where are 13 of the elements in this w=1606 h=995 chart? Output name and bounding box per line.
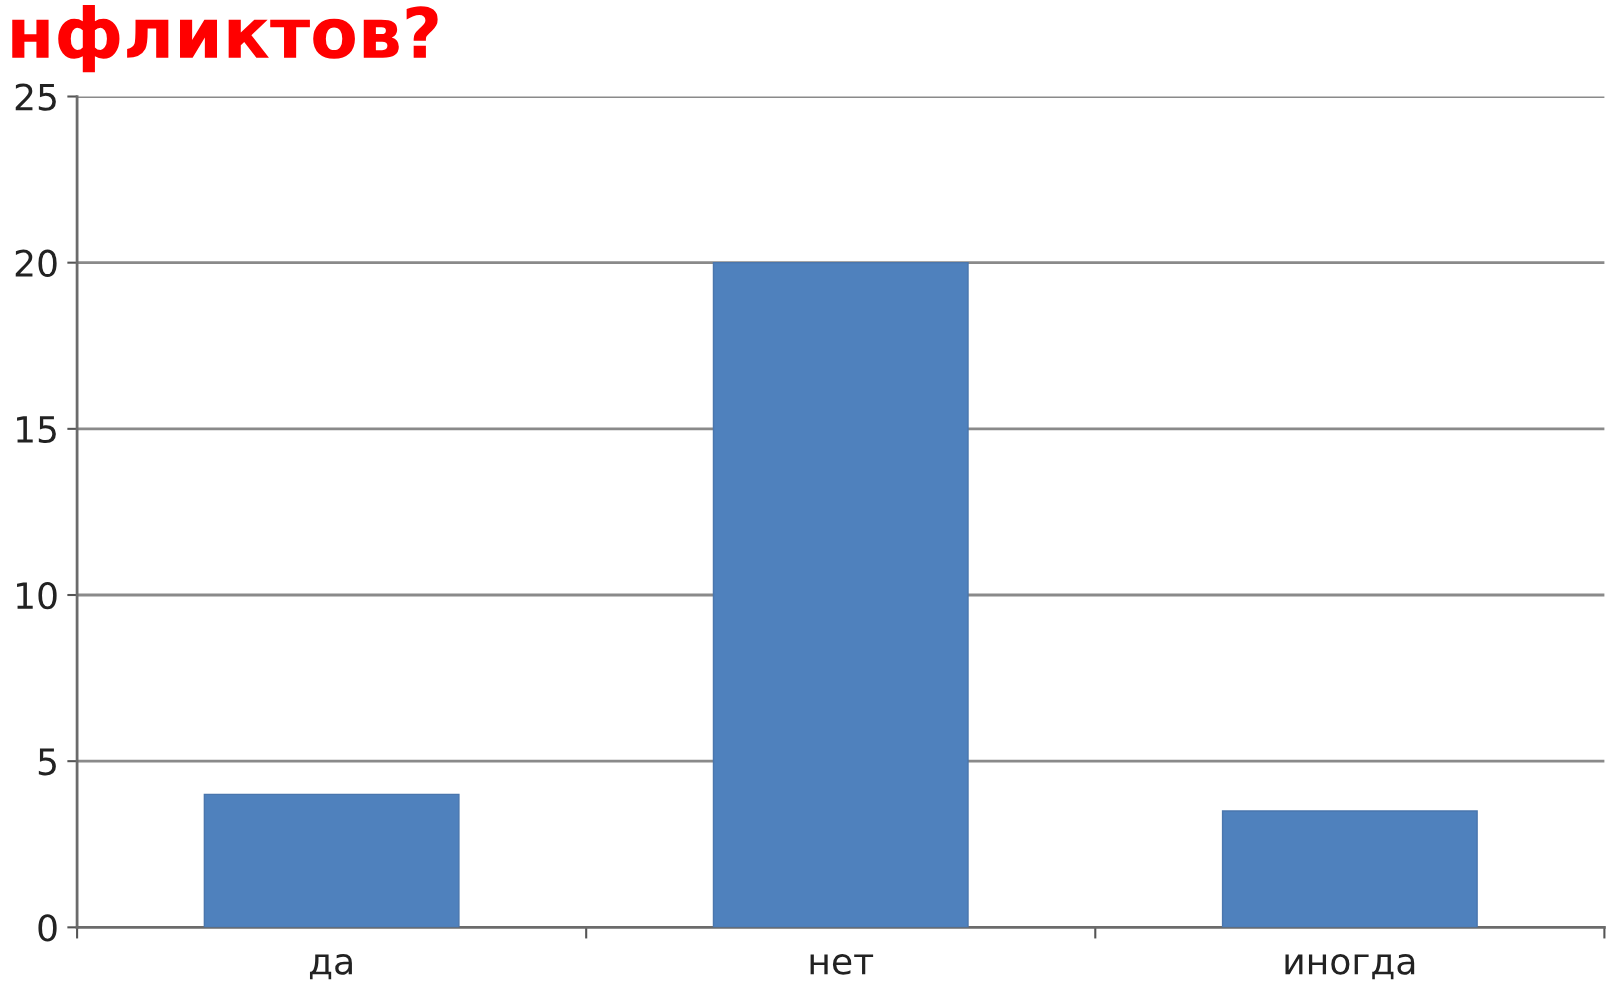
chart-title: нфликтов?: [12, 4, 438, 73]
y-tick-label: 15: [17, 416, 56, 444]
x-tick-label: да: [309, 954, 352, 980]
x-tick-label: нет: [810, 954, 874, 975]
bar: [712, 261, 969, 928]
y-tick-label: 10: [17, 581, 57, 610]
y-tick-label: 5: [38, 748, 56, 776]
bar: [203, 793, 460, 928]
x-tick-label: иногда: [1285, 954, 1415, 980]
y-tick-label: 20: [15, 249, 57, 277]
bar: [1221, 810, 1478, 928]
y-tick-label: 0: [38, 914, 57, 942]
y-tick-label: 25: [15, 83, 56, 111]
